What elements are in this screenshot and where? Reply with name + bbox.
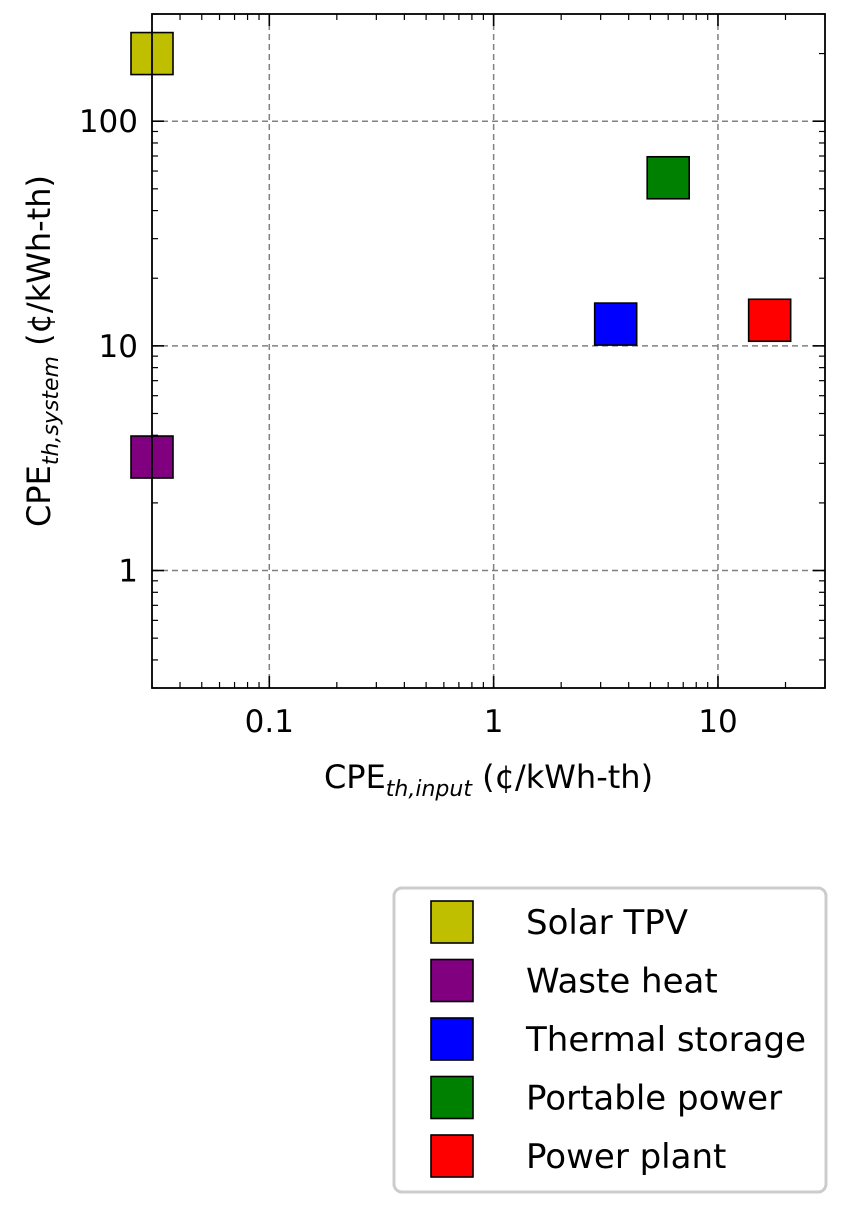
data-point-4 <box>747 298 792 343</box>
major-ticks <box>152 14 825 688</box>
plot-frame <box>151 13 826 689</box>
legend-marker-3 <box>430 1075 474 1120</box>
y-axis-label: CPEth,system (¢/kWh-th) <box>20 175 64 527</box>
y-axis-label-base: CPE <box>20 465 58 527</box>
x-axis-label: CPEth,input (¢/kWh-th) <box>324 758 653 802</box>
y-tick-label: 100 <box>79 104 138 140</box>
legend-marker-4 <box>430 1134 474 1178</box>
y-axis-label-unit: (¢/kWh-th) <box>20 175 58 356</box>
x-tick-label: 0.1 <box>245 704 294 740</box>
data-point-3 <box>646 155 690 200</box>
legend-label-2: Thermal storage <box>525 1020 806 1060</box>
x-axis-label-unit: (¢/kWh-th) <box>472 758 653 796</box>
legend-label-4: Power plant <box>526 1137 726 1177</box>
legend-marker-1 <box>430 958 474 1003</box>
y-axis-label-subscript: th,system <box>39 356 64 465</box>
legend-marker-2 <box>430 1017 474 1061</box>
legend-label-3: Portable power <box>526 1079 782 1119</box>
legend: Solar TPV Waste heat Thermal storage Portab… <box>392 886 828 1194</box>
minor-ticks <box>151 13 826 689</box>
y-tick-label: 10 <box>99 329 138 365</box>
x-tick-label: 1 <box>484 704 504 740</box>
x-axis-label-subscript: th,input <box>386 777 474 802</box>
legend-box <box>392 886 828 1194</box>
legend-label-1: Waste heat <box>526 962 718 1002</box>
x-axis-label-base: CPE <box>324 758 386 796</box>
tick-labels: 0.1 1 10 1 10 100 <box>79 104 738 740</box>
data-points <box>130 31 792 479</box>
data-point-2 <box>593 302 638 346</box>
x-tick-label: 10 <box>698 704 737 740</box>
legend-label-0: Solar TPV <box>526 903 688 943</box>
y-tick-label: 1 <box>118 554 138 590</box>
grid <box>152 14 825 688</box>
legend-marker-0 <box>430 900 474 944</box>
